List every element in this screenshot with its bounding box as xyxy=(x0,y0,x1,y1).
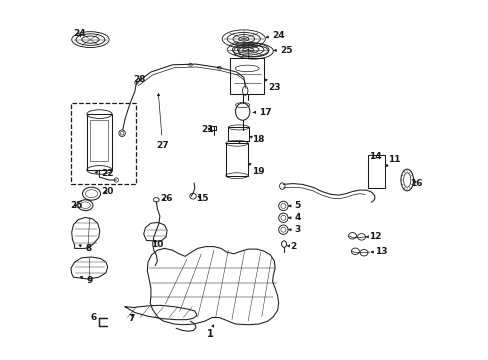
Text: 7: 7 xyxy=(128,314,135,323)
Bar xyxy=(230,58,264,94)
Text: 11: 11 xyxy=(385,155,400,167)
Text: 23: 23 xyxy=(264,79,280,92)
Bar xyxy=(87,114,112,170)
Text: 14: 14 xyxy=(368,152,381,161)
Bar xyxy=(228,127,249,141)
Text: 12: 12 xyxy=(365,233,381,242)
Text: 20: 20 xyxy=(102,188,114,197)
Text: 26: 26 xyxy=(160,194,172,203)
Text: 8: 8 xyxy=(79,244,91,253)
Text: 25: 25 xyxy=(273,46,292,55)
Text: 25: 25 xyxy=(70,201,82,210)
Text: 24: 24 xyxy=(73,30,86,39)
Text: 27: 27 xyxy=(156,94,168,150)
Text: 6: 6 xyxy=(90,313,97,323)
Text: 16: 16 xyxy=(409,179,422,188)
Text: 1: 1 xyxy=(206,325,213,339)
Text: 4: 4 xyxy=(288,213,300,222)
Bar xyxy=(367,155,385,188)
Text: 15: 15 xyxy=(196,194,208,202)
Text: 28: 28 xyxy=(133,75,146,84)
Text: 9: 9 xyxy=(80,276,93,284)
Bar xyxy=(90,120,108,161)
Text: 3: 3 xyxy=(288,225,300,234)
Bar xyxy=(71,103,136,184)
Text: 22: 22 xyxy=(95,169,114,178)
Bar xyxy=(225,143,247,176)
Text: 10: 10 xyxy=(151,240,163,248)
Text: 13: 13 xyxy=(370,248,386,256)
Text: 18: 18 xyxy=(249,135,264,144)
Text: 17: 17 xyxy=(253,108,271,117)
Text: 2: 2 xyxy=(287,242,296,251)
Text: 24: 24 xyxy=(265,31,285,40)
Text: 5: 5 xyxy=(288,202,300,210)
Text: 19: 19 xyxy=(248,163,264,176)
Text: 21: 21 xyxy=(201,125,213,134)
